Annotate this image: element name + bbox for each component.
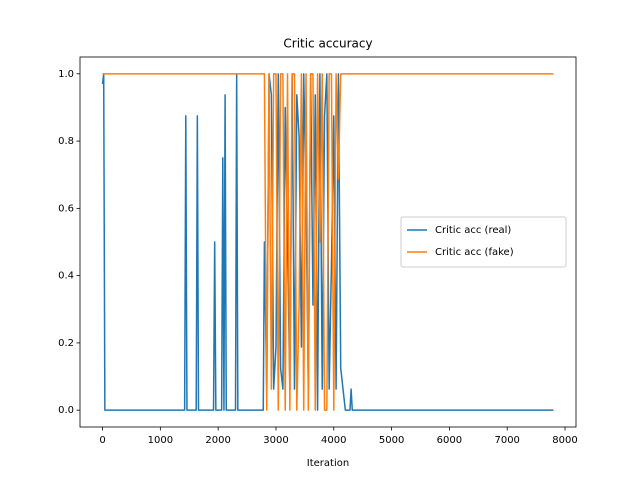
x-tick-label: 8000 [552, 435, 577, 446]
x-axis-label: Iteration [307, 458, 349, 469]
data-line [102, 73, 554, 411]
data-line [101, 73, 554, 411]
x-tick-label: 2000 [205, 435, 230, 446]
plot-frame [79, 56, 577, 428]
y-tick-label: 0.0 [58, 405, 74, 416]
y-tick-label: 0.2 [58, 338, 74, 349]
legend-box [400, 216, 567, 268]
y-tick-label: 0.6 [58, 203, 74, 214]
y-tick-label: 0.4 [58, 271, 74, 282]
y-tick-label: 0.8 [58, 136, 74, 147]
x-tick-label: 7000 [494, 435, 519, 446]
y-tick-label: 1.0 [58, 69, 74, 80]
x-tick-label: 4000 [321, 435, 346, 446]
x-tick-label: 3000 [263, 435, 288, 446]
x-tick-label: 1000 [148, 435, 173, 446]
legend-label: Critic acc (real) [435, 225, 511, 236]
x-tick-label: 0 [99, 435, 105, 446]
x-tick-label: 6000 [437, 435, 462, 446]
x-tick-label: 5000 [379, 435, 404, 446]
chart-title: Critic accuracy [283, 37, 372, 51]
legend-label: Critic acc (fake) [435, 247, 514, 258]
